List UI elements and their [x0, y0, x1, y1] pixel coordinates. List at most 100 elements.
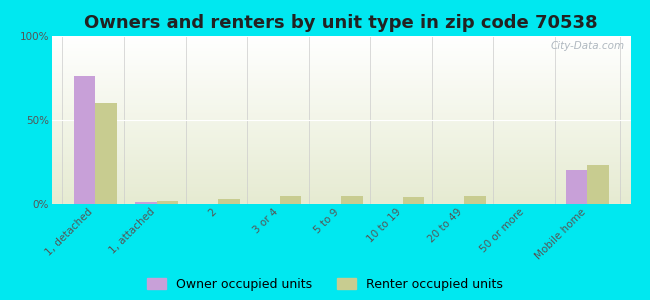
Bar [52, 179, 650, 181]
Bar [52, 41, 650, 43]
Bar [52, 38, 650, 39]
Bar [52, 190, 650, 192]
Bar [52, 61, 650, 63]
Bar [52, 199, 650, 201]
Bar [52, 76, 650, 78]
Bar [52, 98, 650, 100]
Bar [52, 169, 650, 170]
Bar [52, 162, 650, 164]
Bar [52, 184, 650, 185]
Bar [52, 95, 650, 97]
Bar [52, 155, 650, 157]
Bar [52, 48, 650, 50]
Bar [52, 106, 650, 108]
Bar [52, 164, 650, 165]
Bar [52, 181, 650, 182]
Bar [52, 58, 650, 59]
Bar [52, 159, 650, 160]
Bar [52, 148, 650, 150]
Title: Owners and renters by unit type in zip code 70538: Owners and renters by unit type in zip c… [84, 14, 598, 32]
Bar [52, 80, 650, 81]
Bar [52, 143, 650, 145]
Bar [52, 105, 650, 106]
Bar [52, 44, 650, 46]
Bar [52, 88, 650, 90]
Bar [52, 46, 650, 48]
Bar [52, 160, 650, 162]
Bar [52, 115, 650, 117]
Bar [52, 176, 650, 177]
Bar [280, 196, 301, 204]
Bar [52, 56, 650, 58]
Bar [218, 199, 240, 204]
Bar [52, 86, 650, 88]
Bar [52, 142, 650, 143]
Bar [52, 90, 650, 92]
Bar [52, 185, 650, 187]
Bar [52, 66, 650, 68]
Bar [52, 134, 650, 135]
Bar [52, 170, 650, 172]
Bar [52, 154, 650, 155]
Bar [52, 50, 650, 51]
Bar [52, 122, 650, 123]
Bar [52, 177, 650, 179]
Bar [52, 140, 650, 142]
Bar [52, 55, 650, 56]
Bar [52, 92, 650, 93]
Bar [52, 174, 650, 176]
Bar [52, 113, 650, 115]
Bar [52, 63, 650, 64]
Bar [52, 157, 650, 159]
Legend: Owner occupied units, Renter occupied units: Owner occupied units, Renter occupied un… [148, 278, 502, 291]
Bar [135, 202, 157, 204]
Bar [52, 78, 650, 80]
Bar [52, 101, 650, 103]
Bar [52, 93, 650, 95]
Bar [52, 202, 650, 204]
Bar [52, 97, 650, 98]
Bar [52, 39, 650, 41]
Bar [52, 112, 650, 113]
Bar [566, 170, 588, 204]
Bar [52, 194, 650, 196]
Bar [52, 130, 650, 132]
Bar [403, 197, 424, 204]
Bar [52, 118, 650, 120]
Bar [52, 110, 650, 112]
Bar [341, 196, 363, 204]
Bar [52, 189, 650, 190]
Bar [52, 117, 650, 118]
Bar [52, 197, 650, 199]
Bar [52, 123, 650, 125]
Bar [52, 71, 650, 73]
Bar [52, 81, 650, 83]
Bar [52, 135, 650, 137]
Bar [52, 100, 650, 101]
Bar [464, 196, 486, 204]
Bar [52, 83, 650, 85]
Bar [52, 53, 650, 55]
Bar [52, 64, 650, 66]
Bar [52, 51, 650, 53]
Bar [52, 147, 650, 148]
Bar [52, 43, 650, 44]
Bar [52, 196, 650, 197]
Bar [52, 172, 650, 174]
Bar [52, 120, 650, 122]
Bar [52, 127, 650, 128]
Bar [52, 125, 650, 127]
Bar [52, 165, 650, 167]
Bar [52, 68, 650, 70]
Bar [52, 150, 650, 152]
Bar [52, 192, 650, 194]
Bar [52, 59, 650, 61]
Text: City-Data.com: City-Data.com [551, 41, 625, 51]
Bar [52, 145, 650, 147]
Bar [588, 165, 609, 204]
Bar [52, 103, 650, 105]
Bar [52, 73, 650, 75]
Bar [52, 187, 650, 189]
Bar [52, 128, 650, 130]
Bar [52, 201, 650, 202]
